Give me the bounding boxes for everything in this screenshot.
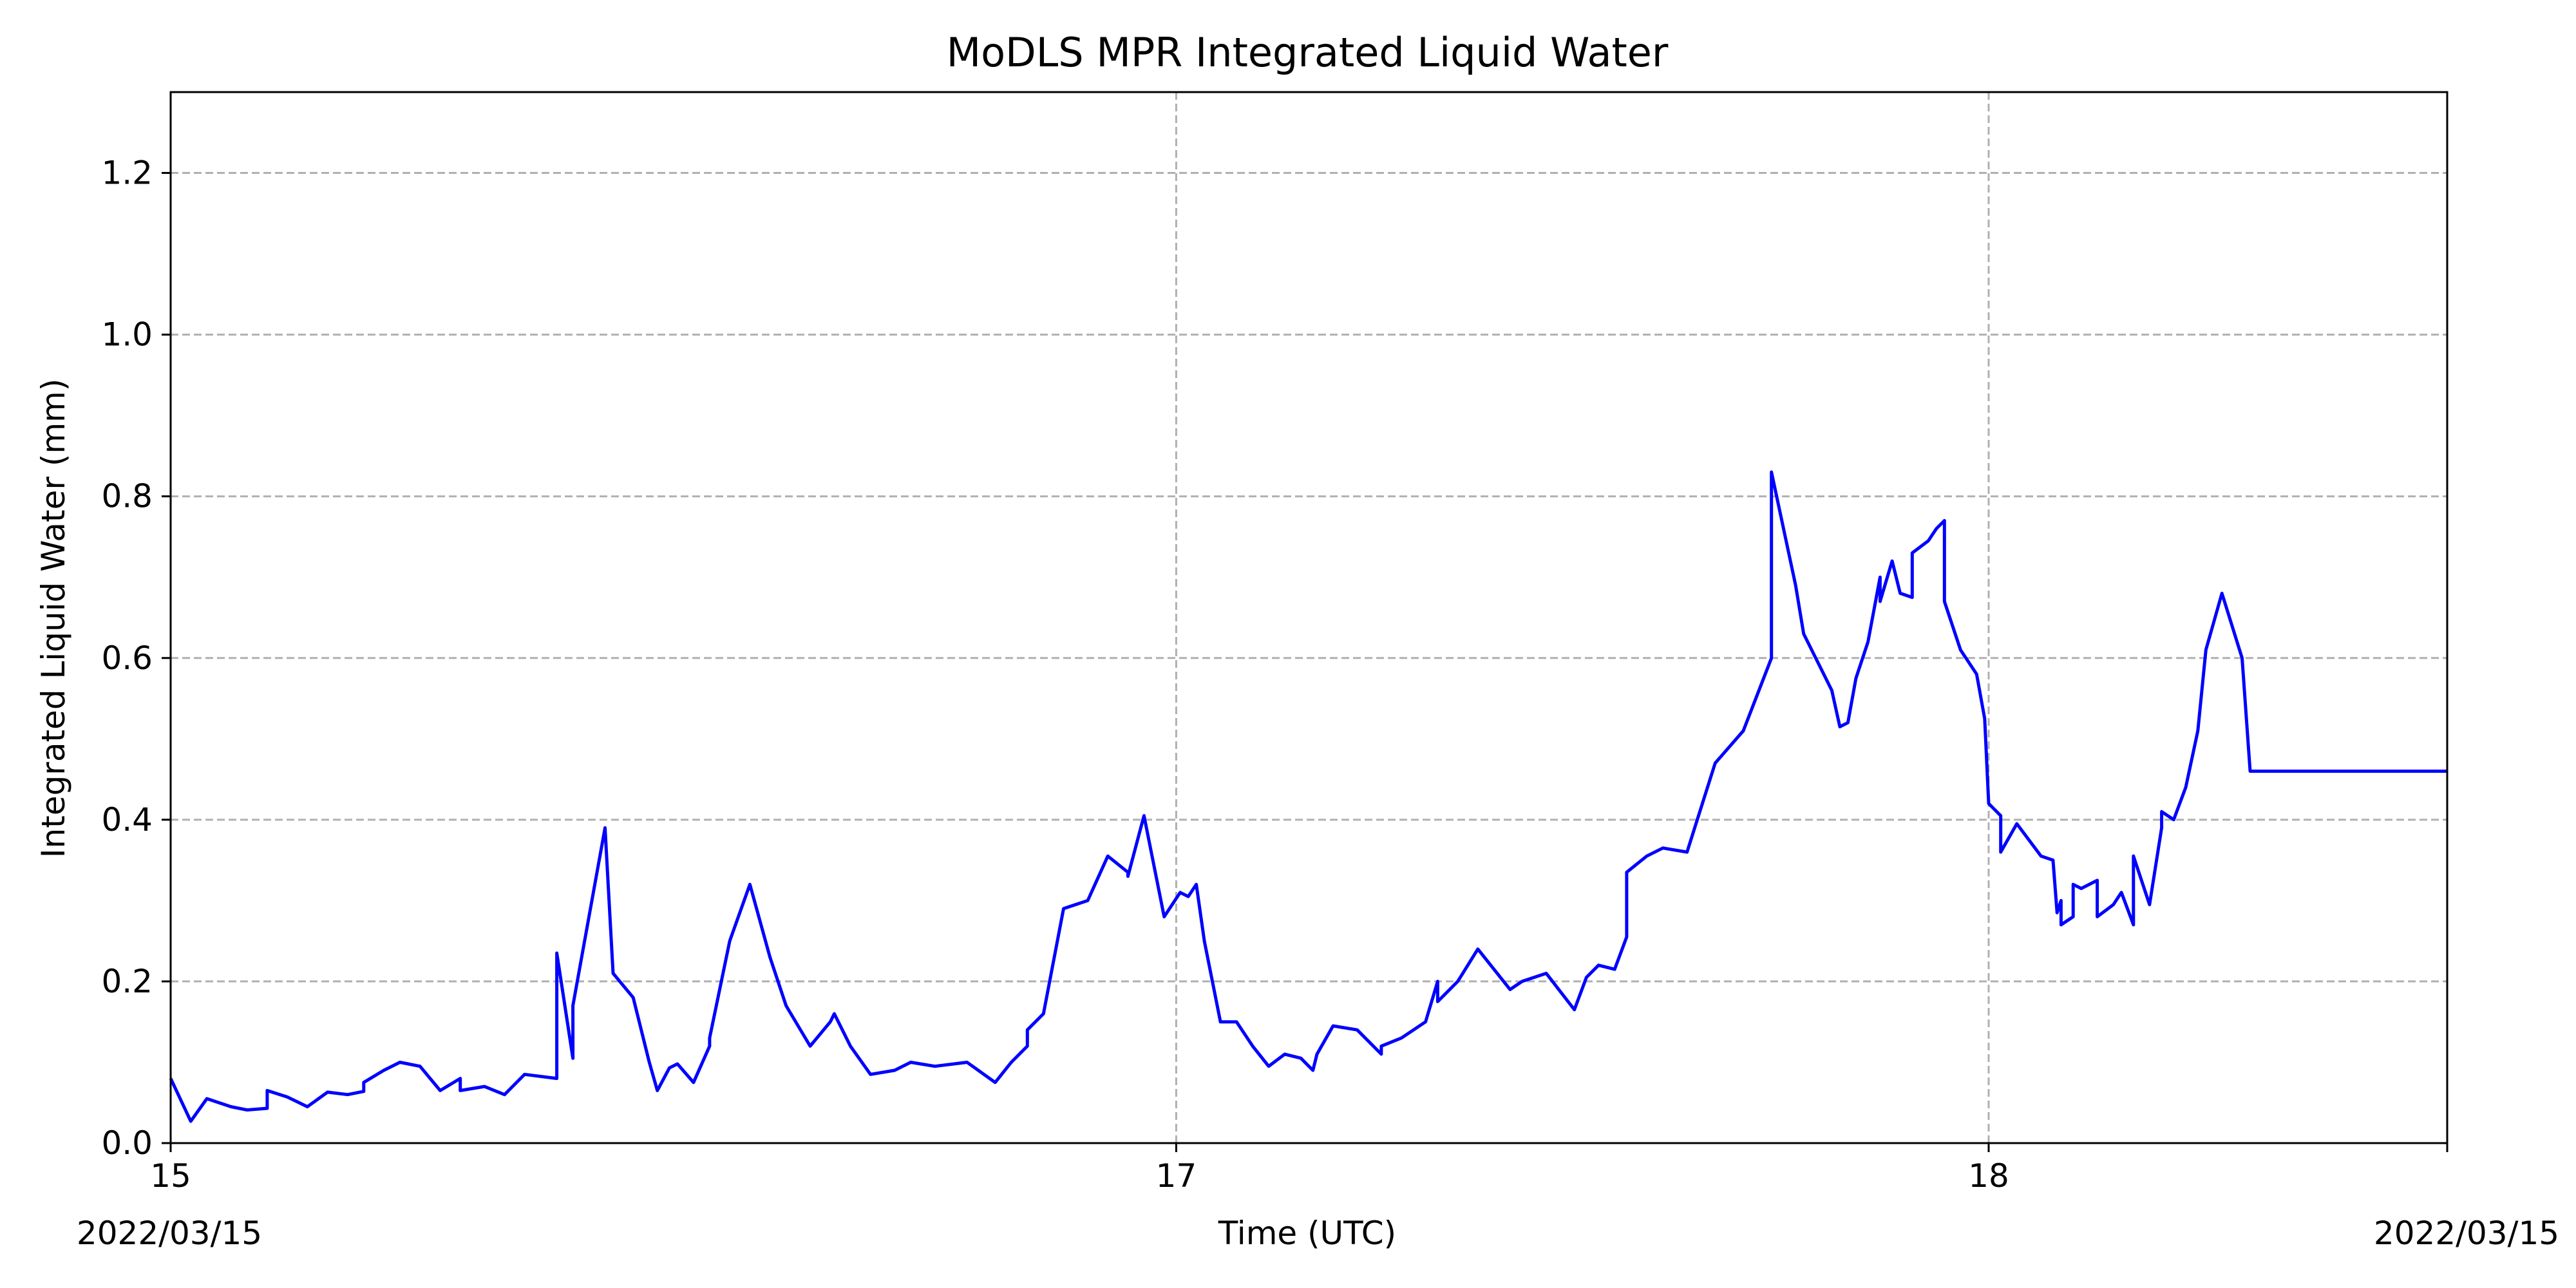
date-label-right: 2022/03/15 — [2374, 1215, 2559, 1252]
y-tick-label: 1.0 — [101, 316, 153, 354]
x-axis-label: Time (UTC) — [1218, 1215, 1396, 1252]
y-tick-label: 1.2 — [101, 155, 153, 192]
ticks-layer: 0.0 0.2 0.4 0.6 0.8 1.0 1.2 15 17 18 — [101, 155, 2448, 1195]
x-tick-label: 17 — [1156, 1157, 1197, 1195]
y-tick-label: 0.4 — [101, 801, 153, 838]
grid-layer — [171, 92, 2447, 1143]
y-tick-label: 0.2 — [101, 963, 153, 1000]
plot-frame — [169, 91, 2448, 1144]
x-tick-label: 15 — [150, 1157, 191, 1195]
y-tick-label: 0.6 — [101, 639, 153, 677]
series-line — [169, 470, 2447, 1123]
x-tick-label: 18 — [1968, 1157, 2009, 1195]
y-tick-label: 0.0 — [101, 1124, 153, 1162]
y-tick-label: 0.8 — [101, 478, 153, 515]
date-label-left: 2022/03/15 — [77, 1215, 262, 1252]
y-axis-label: Integrated Liquid Water (mm) — [35, 379, 72, 858]
chart-title: MoDLS MPR Integrated Liquid Water — [947, 29, 1669, 76]
series-layer — [169, 470, 2447, 1123]
